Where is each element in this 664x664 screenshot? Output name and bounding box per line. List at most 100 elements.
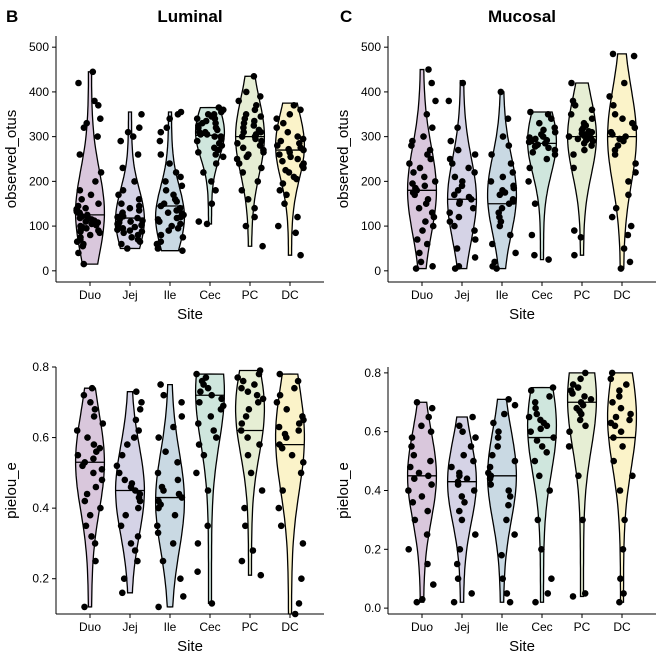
mucosal-pielou-point-duo bbox=[405, 546, 413, 553]
mucosal-otus-point-cec bbox=[526, 134, 533, 141]
mucosal-pielou-point-pc bbox=[587, 396, 595, 403]
mucosal-otus-point-pc bbox=[567, 111, 575, 118]
mucosal-otus-point-dc bbox=[610, 102, 617, 109]
luminal-otus-x-tick-label-duo: Duo bbox=[79, 288, 101, 302]
luminal-otus-point-cec bbox=[193, 137, 201, 145]
mucosal-pielou-point-duo bbox=[411, 475, 418, 483]
luminal-pielou-point-cec bbox=[210, 427, 217, 434]
luminal-pielou-point-ile bbox=[180, 593, 187, 600]
luminal-otus-point-jej bbox=[135, 196, 143, 203]
mucosal-pielou-point-pc bbox=[569, 593, 577, 600]
mucosal-pielou-point-ile bbox=[501, 410, 508, 418]
mucosal-pielou-point-pc bbox=[565, 443, 573, 450]
mucosal-pielou-point-cec bbox=[543, 449, 550, 456]
luminal-otus-point-pc bbox=[242, 222, 250, 230]
luminal-otus-point-dc bbox=[283, 191, 290, 199]
luminal-pielou-point-duo bbox=[90, 413, 98, 420]
mucosal-otus-point-ile bbox=[489, 240, 496, 248]
mucosal-otus-point-cec bbox=[525, 178, 532, 185]
mucosal-otus-y-tick-label: 0 bbox=[374, 264, 381, 278]
mucosal-pielou-point-jej bbox=[469, 413, 476, 421]
luminal-pielou-point-pc bbox=[257, 571, 265, 579]
luminal-otus-point-duo bbox=[89, 68, 97, 76]
luminal-otus-point-jej bbox=[118, 200, 125, 207]
mucosal-pielou-x-tick-label-pc: PC bbox=[574, 620, 591, 634]
mucosal-pielou-x-axis-label: Site bbox=[509, 638, 535, 655]
luminal-otus-point-cec bbox=[212, 187, 219, 194]
mucosal-otus-point-cec bbox=[529, 149, 537, 156]
mucosal-otus-point-duo bbox=[416, 164, 424, 172]
mucosal-pielou-point-dc bbox=[609, 399, 616, 406]
mucosal-pielou-point-cec bbox=[527, 428, 534, 436]
luminal-otus-y-tick-label: 200 bbox=[29, 174, 49, 188]
luminal-otus-point-ile bbox=[162, 187, 170, 194]
mucosal-pielou-point-jej bbox=[453, 560, 461, 568]
luminal-pielou-point-duo bbox=[86, 511, 94, 519]
luminal-pielou-point-jej bbox=[134, 533, 142, 540]
luminal-otus-point-dc bbox=[290, 173, 298, 181]
luminal-otus-point-cec bbox=[212, 160, 220, 167]
luminal-otus-point-jej bbox=[118, 240, 125, 248]
mucosal-pielou-point-dc bbox=[621, 516, 628, 524]
mucosal-otus-point-cec bbox=[551, 124, 558, 131]
mucosal-pielou-point-pc bbox=[581, 590, 589, 597]
luminal-otus-point-pc bbox=[255, 126, 263, 134]
luminal-otus-point-ile bbox=[164, 209, 172, 216]
mucosal-otus-point-dc bbox=[632, 160, 639, 167]
mucosal-pielou-point-jej bbox=[448, 463, 455, 471]
luminal-pielou-point-pc bbox=[259, 395, 267, 403]
luminal-pielou-point-ile bbox=[155, 497, 162, 505]
mucosal-otus-panel: 0 100 200 300 400 500 Duo Jej Ile Cec PC DC Site obse… bbox=[335, 36, 656, 323]
luminal-otus-point-pc bbox=[239, 144, 247, 152]
luminal-pielou-point-dc bbox=[291, 384, 298, 392]
mucosal-pielou-point-duo bbox=[423, 531, 431, 538]
luminal-otus-point-jej bbox=[127, 218, 134, 225]
mucosal-otus-y-tick-label: 400 bbox=[361, 85, 381, 99]
mucosal-pielou-point-dc bbox=[616, 393, 623, 400]
luminal-pielou-point-duo bbox=[96, 444, 104, 452]
mucosal-otus-point-duo bbox=[410, 169, 417, 176]
luminal-otus-point-dc bbox=[294, 155, 302, 163]
mucosal-otus-point-dc bbox=[627, 222, 635, 230]
mucosal-pielou-point-ile bbox=[511, 531, 518, 538]
luminal-otus-point-dc bbox=[279, 180, 287, 187]
luminal-pielou-point-cec bbox=[195, 441, 203, 448]
luminal-pielou-point-jej bbox=[113, 462, 121, 470]
luminal-otus-point-pc bbox=[258, 137, 265, 145]
luminal-pielou-x-tick-label-duo: Duo bbox=[79, 620, 101, 634]
luminal-pielou-point-cec bbox=[197, 388, 204, 396]
luminal-pielou-point-jej bbox=[132, 416, 140, 424]
mucosal-pielou-point-jej bbox=[458, 493, 466, 500]
mucosal-pielou-point-cec bbox=[536, 472, 543, 480]
luminal-pielou-point-pc bbox=[244, 451, 252, 459]
mucosal-pielou-point-jej bbox=[456, 546, 464, 553]
luminal-otus-point-duo bbox=[75, 79, 82, 87]
mucosal-pielou-point-ile bbox=[487, 481, 495, 488]
luminal-otus-point-dc bbox=[277, 137, 285, 145]
luminal-pielou-point-pc bbox=[241, 504, 248, 512]
luminal-otus-point-duo bbox=[86, 231, 94, 239]
luminal-pielou-point-pc bbox=[238, 384, 245, 392]
luminal-otus-point-ile bbox=[179, 234, 187, 241]
mucosal-pielou-point-ile bbox=[506, 493, 514, 500]
mucosal-pielou-point-ile bbox=[494, 434, 502, 441]
mucosal-otus-point-duo bbox=[421, 182, 429, 190]
mucosal-pielou-point-duo bbox=[419, 596, 426, 603]
mucosal-pielou-point-ile bbox=[511, 401, 519, 409]
luminal-otus-point-cec bbox=[201, 128, 209, 136]
luminal-otus-point-jej bbox=[138, 228, 146, 235]
luminal-otus-point-ile bbox=[157, 151, 165, 158]
mucosal-otus-x-axis-label: Site bbox=[509, 306, 535, 323]
mucosal-otus-point-jej bbox=[451, 222, 458, 230]
luminal-pielou-point-dc bbox=[298, 575, 305, 582]
luminal-otus-x-axis-label: Site bbox=[177, 306, 203, 323]
mucosal-otus-point-jej bbox=[459, 178, 466, 185]
luminal-pielou-point-cec bbox=[220, 402, 227, 410]
mucosal-pielou-point-duo bbox=[409, 499, 417, 506]
mucosal-otus-point-dc bbox=[608, 213, 616, 221]
mucosal-otus-point-ile bbox=[487, 178, 495, 185]
luminal-otus-point-duo bbox=[80, 260, 88, 268]
luminal-otus-point-duo bbox=[95, 200, 102, 207]
mucosal-pielou-violin-pc bbox=[566, 372, 598, 598]
luminal-pielou-point-ile bbox=[162, 448, 169, 456]
